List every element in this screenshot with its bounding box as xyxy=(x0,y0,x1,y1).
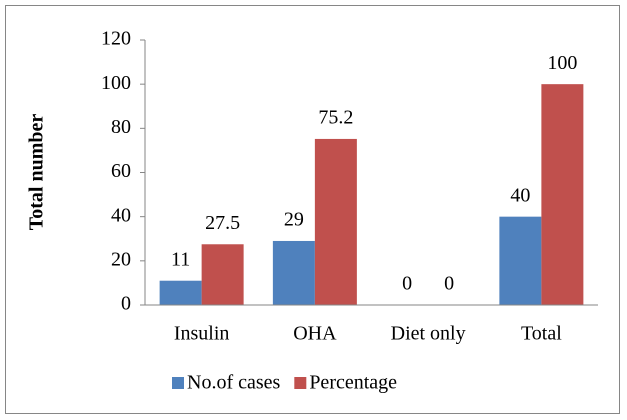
bar xyxy=(314,138,357,305)
y-tick-label: 20 xyxy=(111,248,131,270)
y-tick-label: 120 xyxy=(101,28,131,50)
legend-swatch xyxy=(294,377,307,389)
data-label: 29 xyxy=(284,209,304,231)
y-axis-title: Total number xyxy=(26,114,48,231)
chart-border xyxy=(5,5,620,414)
bar xyxy=(201,244,244,305)
data-label: 0 xyxy=(402,273,412,295)
bar xyxy=(541,84,584,306)
legend-swatch xyxy=(172,377,184,389)
legend-label: No.of cases xyxy=(187,372,281,394)
y-tick-label: 40 xyxy=(111,204,131,226)
bar xyxy=(272,240,315,305)
data-label: 75.2 xyxy=(318,107,353,129)
x-tick-label: Insulin xyxy=(174,323,230,345)
data-label: 27.5 xyxy=(205,212,240,234)
x-tick-label: Diet only xyxy=(391,323,466,345)
data-label: 100 xyxy=(547,52,577,74)
bar xyxy=(499,216,542,305)
x-tick-label: OHA xyxy=(293,323,337,345)
legend-label: Percentage xyxy=(309,372,397,394)
y-tick-label: 0 xyxy=(121,293,131,315)
data-label: 11 xyxy=(171,248,190,270)
y-tick-label: 100 xyxy=(101,72,131,94)
data-label: 0 xyxy=(444,273,454,295)
bar xyxy=(159,280,202,305)
y-tick-label: 80 xyxy=(111,116,131,138)
data-label: 40 xyxy=(510,184,530,206)
y-tick-label: 60 xyxy=(111,160,131,182)
x-tick-label: Total xyxy=(521,323,562,345)
